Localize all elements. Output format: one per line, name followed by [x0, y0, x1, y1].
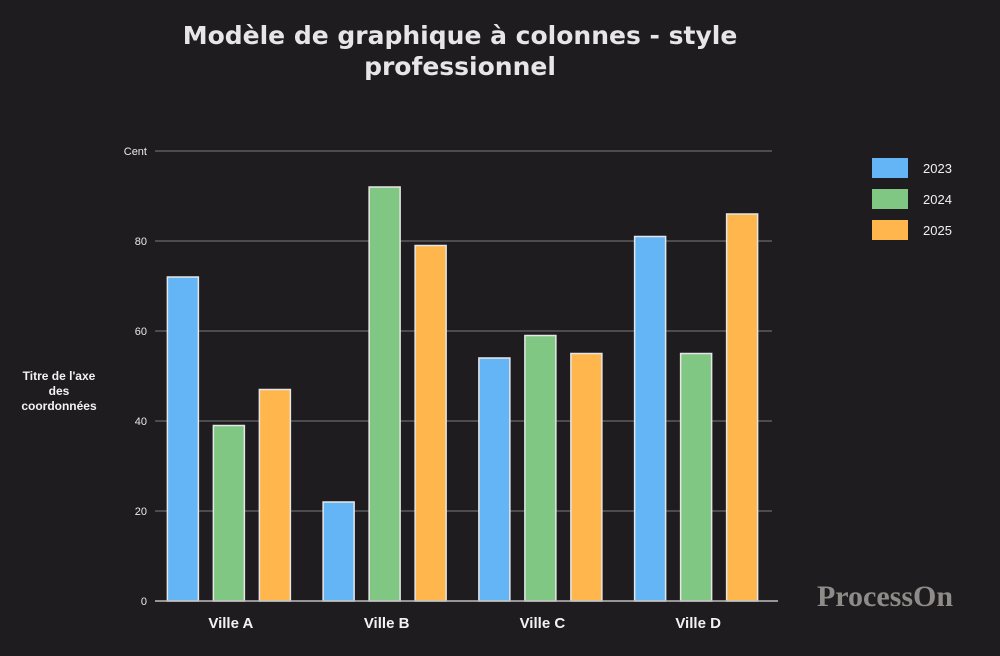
x-axis-categories: Ville A Ville B Ville C Ville D	[208, 615, 721, 632]
legend-label: 2023	[923, 161, 952, 176]
x-category-label: Ville B	[364, 615, 410, 632]
bar-2024-2	[524, 334, 557, 602]
watermark-text: ProcessOn	[817, 580, 953, 613]
y-tick-label: 80	[135, 236, 147, 248]
bar-2025-2	[570, 352, 603, 602]
bar-2025-0	[258, 388, 292, 602]
bar-2023-3	[633, 235, 667, 602]
bar-2024-3	[679, 352, 713, 602]
bar-2023-1	[322, 501, 355, 602]
grid-lines	[155, 150, 772, 512]
chart-title-line: Modèle de graphique à colonnes - style	[183, 21, 738, 50]
x-category-label: Ville D	[675, 615, 721, 632]
y-axis-title-line: coordonnées	[21, 399, 97, 413]
bar-2023-0	[166, 276, 200, 602]
bar-2025-3	[725, 213, 759, 602]
legend-label: 2024	[923, 192, 952, 207]
chart-title: Modèle de graphique à colonnes - stylepr…	[183, 21, 738, 81]
x-category-label: Ville C	[520, 615, 566, 632]
bar-2024-0	[212, 424, 246, 602]
bar-2025-1	[414, 244, 447, 602]
y-axis-title-line: des	[49, 384, 70, 398]
bars	[166, 186, 759, 602]
chart-title-line: professionnel	[364, 52, 556, 81]
legend-swatch	[872, 220, 908, 240]
legend-swatch	[872, 158, 908, 178]
y-tick-label: 60	[135, 326, 147, 338]
y-axis-ticks: 0 20 40 60 80 Cent	[124, 146, 147, 608]
y-tick-label: Cent	[124, 146, 147, 158]
bar-2023-2	[478, 357, 511, 602]
bar-2024-1	[368, 186, 401, 602]
y-tick-label: 40	[135, 416, 147, 428]
x-category-label: Ville A	[208, 615, 253, 632]
y-tick-label: 20	[135, 506, 147, 518]
y-tick-label: 0	[141, 596, 147, 608]
legend-swatch	[872, 189, 908, 209]
legend-label: 2025	[923, 223, 952, 238]
legend: 2023 2024 2025	[872, 158, 952, 240]
y-axis-title-line: Titre de l'axe	[23, 369, 96, 383]
